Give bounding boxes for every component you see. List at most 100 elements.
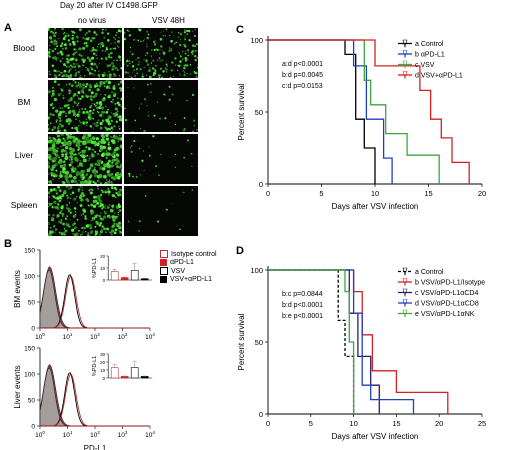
fluorescent-cell bbox=[66, 196, 69, 200]
fluorescent-cell bbox=[124, 63, 126, 65]
fluorescent-cell bbox=[50, 234, 52, 236]
fluorescent-cell bbox=[108, 216, 112, 219]
fluorescent-cell bbox=[102, 113, 104, 115]
fluorescent-cell bbox=[56, 147, 59, 150]
fluorescent-cell bbox=[100, 153, 105, 157]
fluorescent-cell bbox=[63, 43, 67, 47]
fluorescent-cell bbox=[110, 153, 115, 157]
fluorescent-cell bbox=[110, 125, 113, 128]
fluorescent-cell bbox=[99, 62, 101, 65]
fluorescent-cell bbox=[97, 74, 100, 77]
fluorescent-cell bbox=[96, 49, 98, 51]
fluorescent-cell bbox=[56, 202, 59, 205]
fluorescent-cell bbox=[81, 95, 84, 98]
fluorescent-cell bbox=[110, 182, 114, 184]
fluorescent-cell bbox=[92, 218, 95, 221]
fluorescent-cell bbox=[183, 66, 186, 70]
panel-c-letter: C bbox=[236, 24, 244, 36]
fluorescent-cell bbox=[101, 190, 105, 194]
fluorescent-cell bbox=[137, 64, 139, 66]
fluorescent-cell bbox=[75, 173, 79, 176]
inset-bar bbox=[130, 367, 139, 379]
fluorescent-cell bbox=[65, 65, 68, 68]
inset-bar bbox=[120, 277, 129, 281]
fluorescent-cell bbox=[61, 42, 64, 45]
fluorescent-cell bbox=[113, 212, 116, 214]
fluorescent-cell bbox=[124, 118, 128, 122]
fluorescent-cell bbox=[61, 169, 66, 174]
fluorescent-cell bbox=[85, 121, 89, 124]
fluorescent-cell bbox=[63, 32, 66, 34]
fluorescent-cell bbox=[146, 52, 149, 55]
inset-y-tick-label: 10 bbox=[100, 368, 106, 373]
fluorescent-cell bbox=[168, 47, 171, 49]
fluorescent-cell bbox=[119, 209, 122, 212]
fluorescent-cell bbox=[133, 69, 135, 71]
fluorescent-cell bbox=[73, 179, 78, 184]
fluorescent-cell bbox=[62, 33, 65, 35]
fluorescent-cell bbox=[89, 117, 92, 120]
micrograph-liver-no-virus bbox=[48, 134, 122, 184]
fluorescent-cell bbox=[54, 200, 57, 203]
fluorescent-cell bbox=[76, 201, 79, 204]
fluorescent-cell bbox=[105, 150, 108, 152]
fluorescent-cell bbox=[65, 178, 68, 181]
fluorescent-cell bbox=[110, 112, 113, 114]
x-tick-label: 100 bbox=[35, 430, 45, 439]
micrograph-bm-no-virus bbox=[48, 80, 122, 132]
fluorescent-cell bbox=[63, 164, 66, 167]
micrograph-spleen-no-virus bbox=[48, 186, 122, 236]
fluorescent-cell bbox=[50, 216, 54, 220]
fluorescent-cell bbox=[87, 147, 91, 151]
fluorescent-cell bbox=[72, 214, 76, 218]
x-tick-label: 0 bbox=[266, 189, 270, 198]
fluorescent-cell bbox=[65, 73, 68, 76]
fluorescent-cell bbox=[55, 109, 59, 113]
fluorescent-cell bbox=[92, 95, 95, 99]
fluorescent-cell bbox=[76, 130, 80, 132]
fluorescent-cell bbox=[101, 82, 104, 85]
fluorescent-cell bbox=[101, 203, 104, 207]
fluorescent-cell bbox=[79, 109, 81, 111]
fluorescent-cell bbox=[70, 179, 75, 184]
fluorescent-cell bbox=[128, 175, 131, 177]
fluorescent-cell bbox=[170, 69, 172, 71]
fluorescent-cell bbox=[195, 75, 198, 78]
fluorescent-cell bbox=[150, 83, 152, 85]
fluorescent-cell bbox=[82, 83, 85, 87]
fluorescent-cell bbox=[119, 87, 122, 90]
fluorescent-cell bbox=[69, 197, 71, 199]
fluorescent-cell bbox=[89, 163, 94, 168]
fluorescent-cell bbox=[183, 45, 186, 48]
fluorescent-cell bbox=[61, 215, 64, 217]
fluorescent-cell bbox=[110, 176, 115, 180]
fluorescent-cell bbox=[111, 204, 115, 208]
fluorescent-cell bbox=[58, 119, 62, 123]
fluorescent-cell bbox=[101, 110, 104, 114]
fluorescent-cell bbox=[68, 69, 71, 71]
fluorescent-cell bbox=[159, 38, 163, 41]
fluorescent-cell bbox=[100, 106, 105, 110]
fluorescent-cell bbox=[148, 154, 151, 157]
fluorescent-cell bbox=[51, 206, 54, 208]
fluorescent-cell bbox=[77, 148, 80, 151]
fluorescent-cell bbox=[66, 215, 69, 218]
x-axis-label: Days after VSV infection bbox=[332, 202, 419, 211]
fluorescent-cell bbox=[162, 49, 164, 51]
fluorescent-cell bbox=[119, 59, 122, 62]
fluorescent-cell bbox=[52, 148, 57, 153]
fluorescent-cell bbox=[66, 138, 69, 141]
fluorescent-cell bbox=[186, 49, 190, 52]
fluorescent-cell bbox=[80, 54, 83, 57]
fluorescent-cell bbox=[102, 167, 106, 171]
fluorescent-cell bbox=[90, 220, 93, 222]
fluorescent-cell bbox=[79, 159, 81, 162]
fluorescent-cell bbox=[118, 226, 122, 230]
fluorescent-cell bbox=[112, 94, 117, 98]
fluorescent-cell bbox=[131, 130, 134, 132]
inset-y-tick-label: 20 bbox=[100, 254, 106, 259]
fluorescent-cell bbox=[168, 98, 171, 101]
fluorescent-cell bbox=[188, 51, 190, 53]
fluorescent-cell bbox=[87, 204, 90, 207]
fluorescent-cell bbox=[112, 207, 114, 209]
